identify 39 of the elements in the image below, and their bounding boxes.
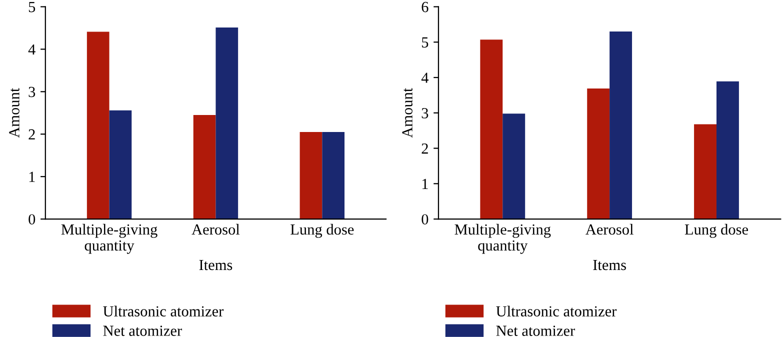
y-tick-label: 5 [28,2,36,12]
y-tick-label: 2 [422,143,428,154]
x-axis-title: Items [199,260,232,270]
y-tick-label: 4 [28,44,36,55]
y-tick-label: 4 [421,72,429,83]
x-tick-label: Lung dose [684,224,748,238]
y-tick-label: 1 [29,172,35,182]
y-tick-label: 0 [422,214,428,224]
y-axis-title: Amount [9,88,20,138]
y-tick-label: 5 [422,37,428,48]
x-tick-label: Aerosol [192,224,240,235]
bar [109,110,132,220]
y-tick-label: 1 [422,178,428,189]
legend-label: Net atomizer [496,326,575,336]
bar [694,124,716,220]
x-tick-label: Aerosol [586,224,634,235]
x-axis-title: Items [593,260,626,270]
bar [480,40,503,220]
y-tick-label: 3 [422,108,428,118]
y-tick-label: 0 [28,214,36,224]
bar [587,88,610,220]
x-tick-label: Multiple-giving quantity [454,224,551,254]
legend-label: Ultrasonic atomizer [496,306,617,317]
bar [193,115,216,220]
bar [86,32,110,220]
y-tick-label: 6 [422,2,428,12]
bar [322,132,345,220]
bar [300,132,322,220]
legend-label: Net atomizer [103,326,182,336]
legend-label: Ultrasonic atomizer [103,306,224,317]
y-axis-title: Amount [402,88,412,138]
bar [716,81,739,220]
bar [610,32,632,220]
x-tick-label: Multiple-giving quantity [61,224,158,254]
x-tick-label: Lung dose [290,224,354,238]
bar [502,114,526,220]
bar [216,28,238,220]
y-tick-label: 2 [28,129,35,140]
y-tick-label: 3 [28,86,36,98]
